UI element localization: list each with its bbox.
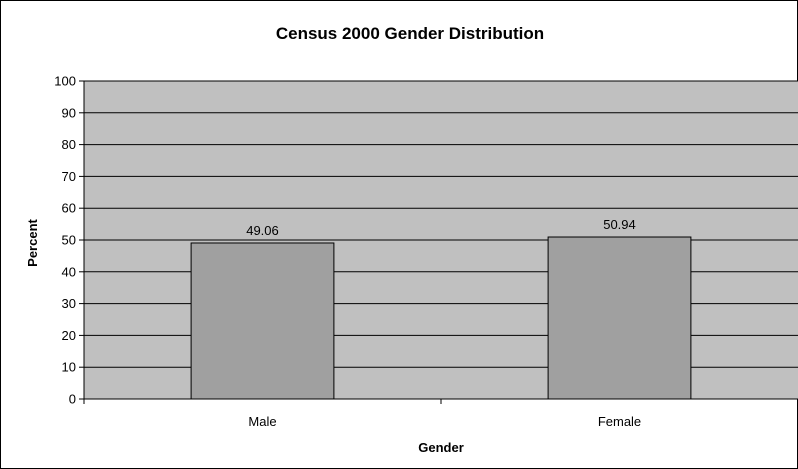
y-tick-label: 10: [62, 360, 76, 375]
x-axis-label: Gender: [418, 440, 464, 455]
y-tick-label: 30: [62, 296, 76, 311]
y-tick-label: 0: [69, 392, 76, 407]
y-tick-label: 50: [62, 233, 76, 248]
data-label: 50.94: [603, 217, 636, 232]
y-tick-label: 70: [62, 169, 76, 184]
x-tick-label: Male: [248, 414, 276, 429]
bars: [190, 236, 692, 400]
y-tick-label: 100: [54, 74, 76, 89]
chart-title: Census 2000 Gender Distribution: [276, 24, 544, 43]
y-tick-label: 90: [62, 105, 76, 120]
plot-area: 49.06 50.94 0 10 20 30 40 50 60 70 80 90 100 Male Fe…: [54, 74, 798, 429]
x-tick-label: Female: [598, 414, 641, 429]
bar-male: [190, 242, 335, 400]
data-label: 49.06: [246, 223, 279, 238]
y-axis: 0 10 20 30 40 50 60 70 80 90 100: [54, 74, 85, 407]
data-labels: 49.06 50.94: [246, 217, 636, 238]
y-tick-label: 60: [62, 201, 76, 216]
y-tick-label: 40: [62, 264, 76, 279]
y-tick-label: 80: [62, 137, 76, 152]
y-axis-label: Percent: [25, 218, 40, 266]
y-tick-label: 20: [62, 328, 76, 343]
bar-female: [547, 236, 692, 400]
x-axis: Male Female: [83, 398, 798, 429]
